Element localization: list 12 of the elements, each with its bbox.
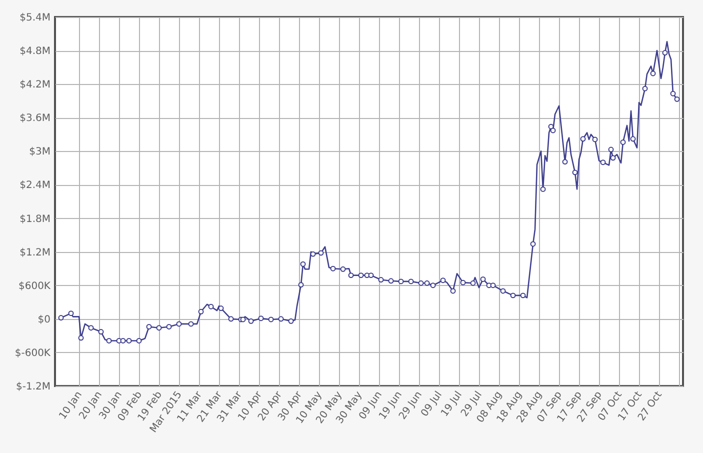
- y-tick-label: $4.2M: [20, 80, 50, 91]
- y-tick-label: $5.4M: [20, 12, 50, 24]
- y-tick-label: $600K: [18, 280, 51, 292]
- y-tick-label: $-1.2M: [16, 382, 50, 392]
- y-tick-label: $3M: [29, 146, 50, 158]
- y-tick-label: $-600K: [14, 348, 51, 359]
- y-tick-label: $1.2M: [20, 247, 50, 258]
- y-tick-label: $3.6M: [20, 113, 50, 124]
- y-tick-label: $4.8M: [20, 46, 50, 58]
- y-tick-label: $2.4M: [20, 180, 50, 192]
- y-tick-label: $0: [38, 314, 50, 326]
- y-tick-label: $1.8M: [20, 214, 50, 225]
